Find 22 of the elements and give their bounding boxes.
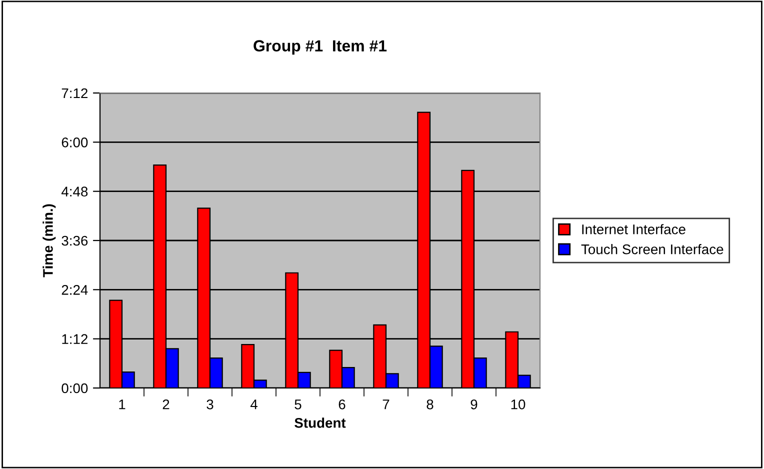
y-tick-label: 4:48 (61, 186, 88, 197)
x-tick-label: 4 (250, 400, 258, 410)
x-tick-label: 8 (426, 399, 434, 410)
y-tick-label: 3:36 (62, 236, 88, 246)
x-tick-label: 6 (338, 399, 346, 410)
legend-label: Touch Screen Interface (581, 244, 724, 254)
x-tick-label: 1 (119, 400, 126, 410)
x-axis-title: Student (294, 418, 346, 428)
y-tick-label: 0:00 (62, 383, 88, 394)
x-tick-label: 7 (382, 400, 390, 410)
x-tick-label: 9 (470, 399, 478, 410)
y-tick-label: 6:00 (62, 138, 88, 148)
y-tick-label: 2:24 (62, 285, 88, 295)
y-tick-label: 1:12 (62, 334, 88, 344)
x-tick-label: 3 (206, 399, 214, 410)
y-tick-label: 7:12 (62, 88, 88, 98)
chart-title: Group #1 Item #1 (254, 40, 387, 55)
legend-label: Internet Interface (582, 224, 686, 234)
x-tick-label: 10 (511, 399, 526, 410)
x-tick-label: 5 (294, 400, 302, 410)
y-axis-title: Time (min.) (42, 204, 56, 278)
x-tick-label: 2 (162, 399, 170, 410)
